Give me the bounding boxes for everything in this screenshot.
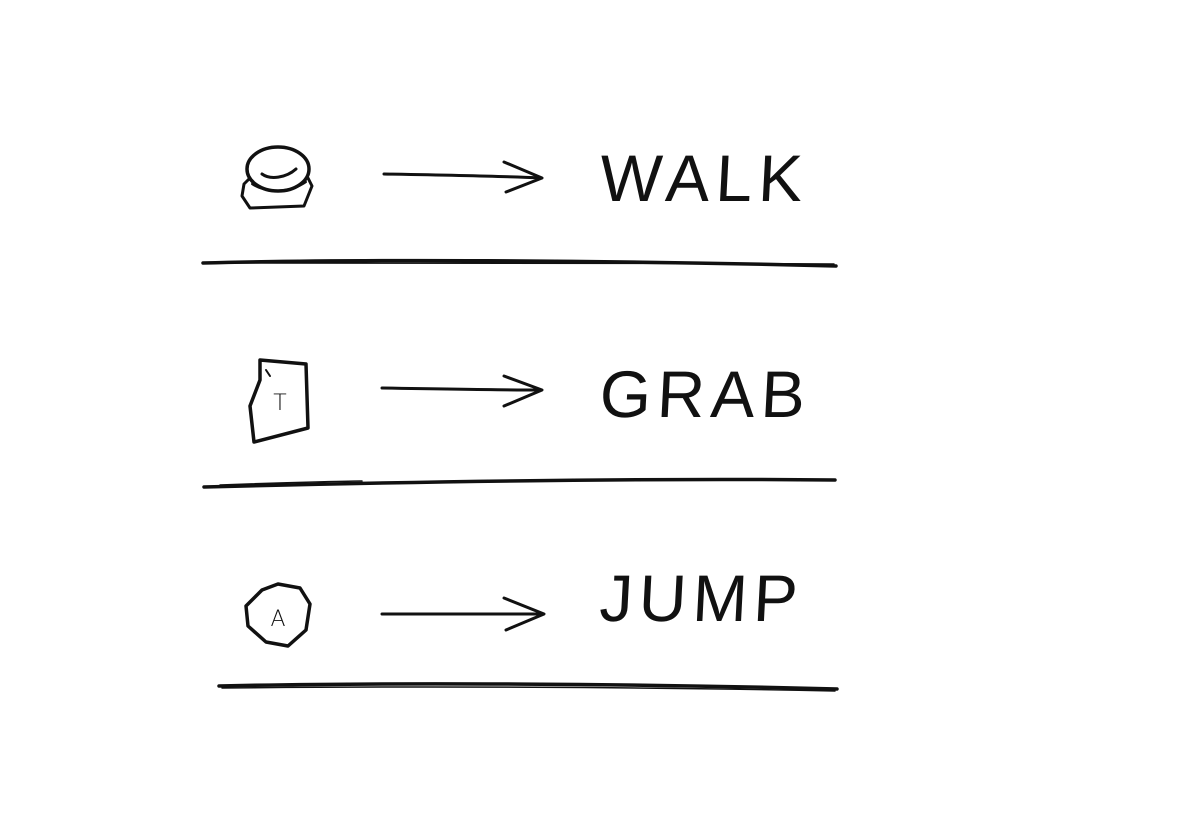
control-row-jump: A JUMP [200,550,840,660]
control-glyph: T [273,391,287,416]
control-glyph [236,134,316,214]
arrow-icon [380,580,550,632]
control-row-walk: WALK [200,128,840,238]
action-label-jump: JUMP [598,561,806,635]
divider-line [202,477,837,489]
action-label-walk: WALK [598,141,811,215]
arrow-icon [380,158,550,198]
trigger-button-icon: T [236,350,316,444]
divider-line [205,261,835,265]
divider-line [219,480,363,486]
control-row-grab: T GRAB [200,344,840,454]
analog-stick-icon [236,134,316,214]
arrow-icon [380,374,550,414]
control-glyph: A [270,607,286,632]
divider-line [217,682,839,691]
a-button-icon: A [236,556,316,648]
divider-line [221,686,836,692]
action-label-grab: GRAB [598,357,813,431]
